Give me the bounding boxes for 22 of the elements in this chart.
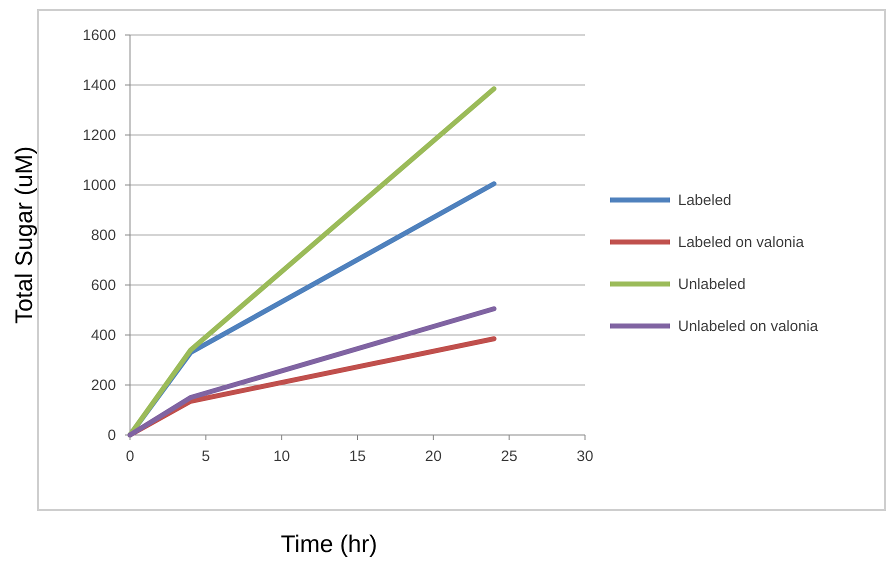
legend-label: Labeled on valonia — [678, 234, 805, 251]
x-tick-label: 0 — [126, 448, 134, 465]
x-tick-label: 25 — [500, 448, 518, 465]
legend-label: Unlabeled — [678, 276, 746, 293]
y-axis-title: Total Sugar (uM) — [11, 146, 38, 324]
y-tick-label: 0 — [108, 427, 116, 444]
y-tick-label: 1200 — [82, 127, 116, 144]
y-tick-label: 400 — [90, 327, 116, 344]
y-tick-label: 600 — [90, 277, 116, 294]
y-tick-label: 1600 — [82, 27, 116, 44]
y-tick-label: 1400 — [82, 77, 116, 94]
x-tick-label: 15 — [349, 448, 366, 465]
y-tick-label: 200 — [90, 377, 116, 394]
y-tick-label: 800 — [90, 227, 116, 244]
x-tick-label: 5 — [202, 448, 210, 465]
x-tick-label: 20 — [424, 448, 442, 465]
x-tick-label: 10 — [273, 448, 290, 465]
legend-label: Unlabeled on valonia — [678, 318, 819, 335]
x-tick-label: 30 — [576, 448, 594, 465]
x-axis-title: Time (hr) — [280, 531, 378, 558]
y-tick-label: 1000 — [82, 177, 116, 194]
legend-label: Labeled — [678, 192, 732, 209]
